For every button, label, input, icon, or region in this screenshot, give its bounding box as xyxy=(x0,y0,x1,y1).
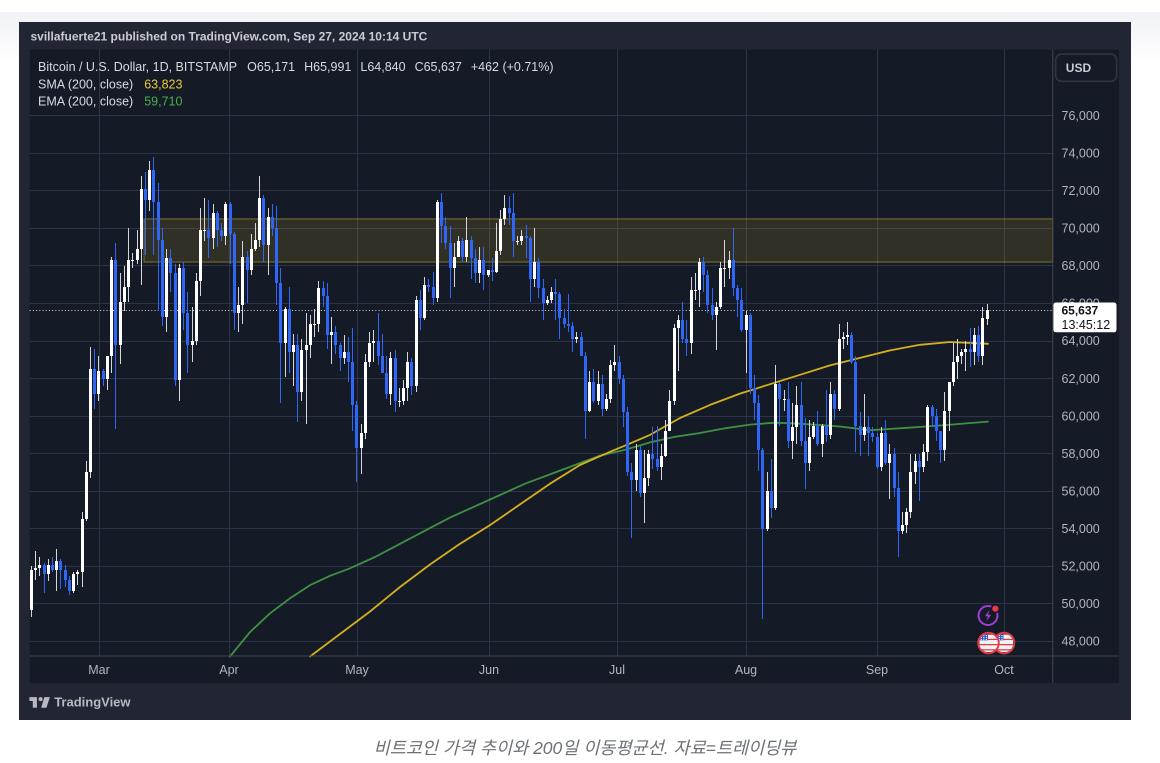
svg-text:Aug: Aug xyxy=(735,663,757,677)
svg-text:Jun: Jun xyxy=(479,663,499,677)
svg-text:SMA (200, close)63,823: SMA (200, close) 63,823 xyxy=(38,77,182,91)
svg-text:Jul: Jul xyxy=(609,663,625,677)
svg-text:60,000: 60,000 xyxy=(1062,409,1100,423)
svg-text:52,000: 52,000 xyxy=(1062,560,1100,574)
svg-text:13:45:12: 13:45:12 xyxy=(1062,318,1111,332)
svg-text:Sep: Sep xyxy=(866,663,888,677)
svg-text:56,000: 56,000 xyxy=(1062,485,1100,499)
svg-text:64,000: 64,000 xyxy=(1062,334,1100,348)
svg-text:svillafuerte21 published on Tr: svillafuerte21 published on TradingView.… xyxy=(31,30,428,44)
svg-text:54,000: 54,000 xyxy=(1062,522,1100,536)
svg-text:70,000: 70,000 xyxy=(1062,222,1100,236)
svg-text:62,000: 62,000 xyxy=(1062,372,1100,386)
svg-text:65,637: 65,637 xyxy=(1062,304,1099,318)
svg-text:48,000: 48,000 xyxy=(1062,635,1100,649)
svg-text:68,000: 68,000 xyxy=(1062,259,1100,273)
svg-text:50,000: 50,000 xyxy=(1062,597,1100,611)
svg-text:74,000: 74,000 xyxy=(1062,146,1100,160)
svg-text:Apr: Apr xyxy=(219,663,238,677)
svg-text:Oct: Oct xyxy=(994,663,1014,677)
svg-text:Mar: Mar xyxy=(88,663,110,677)
svg-text:USD: USD xyxy=(1066,61,1092,75)
svg-text:58,000: 58,000 xyxy=(1062,447,1100,461)
svg-text:May: May xyxy=(345,663,369,677)
svg-text:TradingView: TradingView xyxy=(54,695,131,710)
svg-text:76,000: 76,000 xyxy=(1062,109,1100,123)
svg-text:72,000: 72,000 xyxy=(1062,184,1100,198)
svg-text:EMA (200, close)59,710: EMA (200, close) 59,710 xyxy=(38,95,182,109)
